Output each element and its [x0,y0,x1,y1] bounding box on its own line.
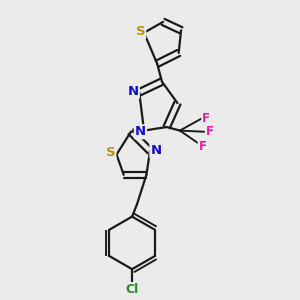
Text: N: N [150,144,161,158]
Text: F: F [199,140,207,153]
Text: F: F [202,112,210,125]
Text: Cl: Cl [125,283,139,296]
Text: S: S [136,25,145,38]
Text: S: S [106,146,116,159]
Text: N: N [128,85,139,98]
Text: N: N [135,125,146,138]
Text: F: F [206,125,214,138]
